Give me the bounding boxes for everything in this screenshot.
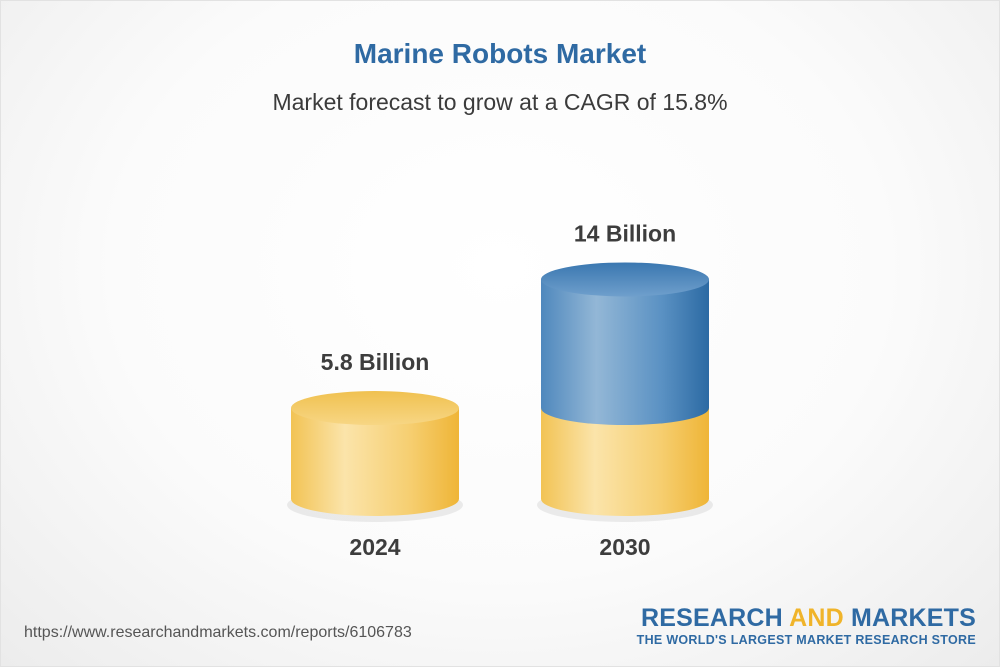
research-and-markets-logo: RESEARCH AND MARKETS THE WORLD'S LARGEST… [637, 604, 976, 648]
bar-growth-segment-2030 [541, 279, 709, 426]
data-label-2030: 14 Billion [574, 220, 676, 246]
brand-tagline: THE WORLD'S LARGEST MARKET RESEARCH STOR… [636, 633, 976, 647]
bar-base-segment-2030 [541, 408, 709, 516]
bar-top-2030 [541, 262, 709, 297]
bar-2024 [291, 408, 459, 516]
chart-subtitle: Market forecast to grow at a CAGR of 15.… [272, 89, 728, 115]
chart-title: Marine Robots Market [353, 38, 647, 69]
brand-name: RESEARCH AND MARKETS [640, 604, 976, 632]
data-label-2024: 5.8 Billion [321, 349, 430, 375]
category-label-2030: 2030 [599, 534, 650, 560]
bar-top-2024 [291, 391, 459, 426]
category-label-2024: 2024 [349, 534, 400, 560]
source-url[interactable]: https://www.researchandmarkets.com/repor… [24, 624, 412, 641]
